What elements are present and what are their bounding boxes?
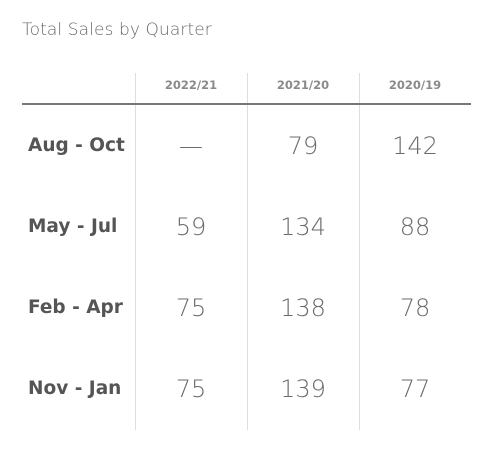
table-cell: 142: [392, 132, 438, 160]
table-cell: 139: [280, 375, 326, 403]
table-cell: 59: [175, 213, 207, 241]
table-cell: 79: [287, 132, 319, 160]
column-header: 2020/19: [388, 78, 442, 92]
column-header: 2022/21: [164, 78, 218, 92]
table-cell: 78: [399, 294, 431, 322]
column-divider: [359, 73, 360, 430]
table-cell: —: [179, 132, 203, 160]
table-cell: 77: [399, 375, 431, 403]
row-label: Nov - Jan: [28, 378, 122, 399]
chart-title: Total Sales by Quarter: [22, 20, 212, 40]
table-cell: 75: [175, 375, 207, 403]
column-divider: [135, 73, 136, 430]
header-rule: [22, 103, 471, 105]
column-header: 2021/20: [276, 78, 330, 92]
column-divider: [247, 73, 248, 430]
table-cell: 88: [399, 213, 431, 241]
table-cell: 138: [280, 294, 326, 322]
row-label: Feb - Apr: [28, 297, 123, 318]
table-cell: 134: [280, 213, 326, 241]
table-cell: 75: [175, 294, 207, 322]
row-label: Aug - Oct: [28, 135, 125, 156]
row-label: May - Jul: [28, 216, 118, 237]
